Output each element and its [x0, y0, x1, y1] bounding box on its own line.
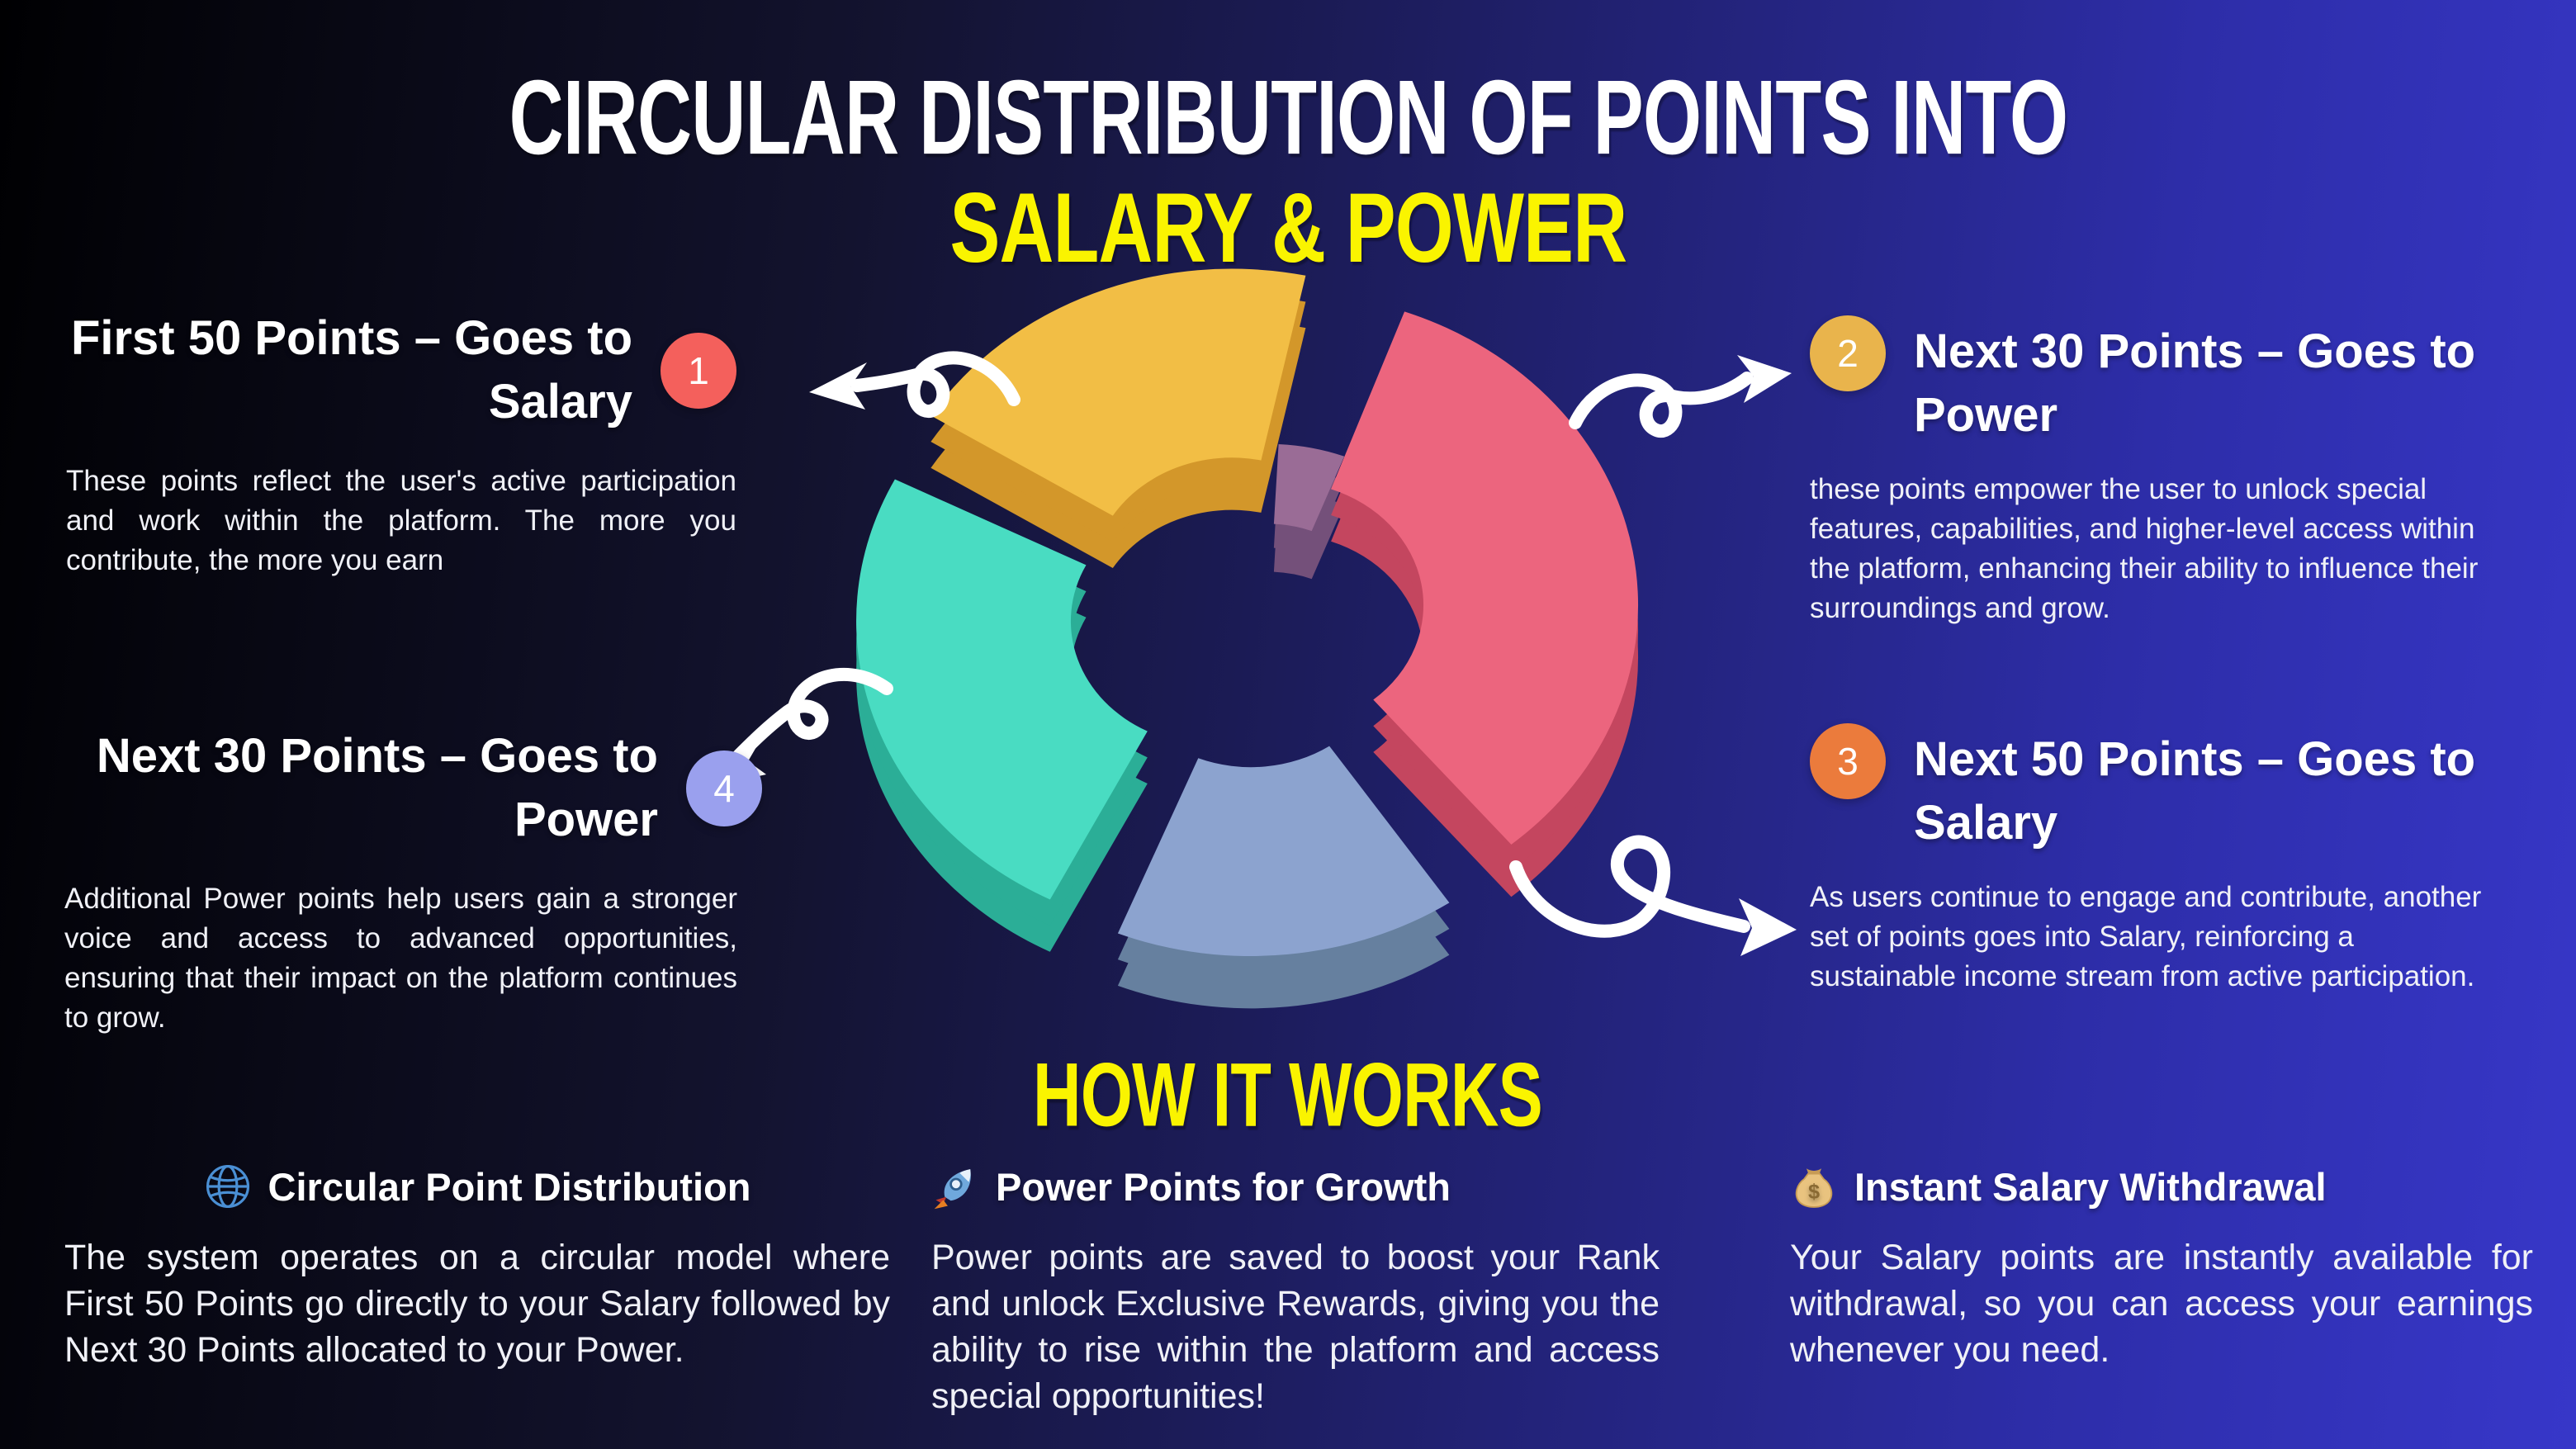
callout-1-body: These points reflect the user's active p…	[66, 465, 736, 576]
rocket-icon	[934, 1169, 971, 1210]
globe-icon	[206, 1164, 249, 1209]
callout-4-body: Additional Power points help users gain …	[64, 883, 737, 1034]
callout-first-50-salary: First 50 Points – Goes to Salary 1 These…	[66, 307, 736, 580]
callout-next-50-salary: 3 Next 50 Points – Goes to Salary As use…	[1810, 723, 2528, 997]
money-bag-icon: $	[1795, 1168, 1833, 1208]
curly-arrow-top-right-icon	[1551, 324, 1798, 472]
hiw-column-3-heading: Instant Salary Withdrawal	[1854, 1164, 2327, 1209]
title-line-1: CIRCULAR DISTRIBUTION OF POINTS INTO	[509, 58, 2067, 177]
callout-3-body: As users continue to engage and contribu…	[1810, 881, 2482, 992]
callout-4-heading: Next 30 Points – Goes to Power	[96, 729, 658, 846]
callout-4-badge: 4	[686, 750, 762, 826]
page-title: CIRCULAR DISTRIBUTION OF POINTS INTO SAL…	[0, 58, 2576, 283]
donut-chart	[834, 256, 1660, 1016]
callout-additional-30-power: Next 30 Points – Goes to Power 4 Additio…	[64, 725, 762, 1038]
callout-2-heading: Next 30 Points – Goes to Power	[1914, 324, 2476, 442]
donut-chart-svg	[856, 268, 1639, 1009]
callout-2-badge: 2	[1810, 315, 1886, 391]
donut-segment-purple	[1273, 443, 1345, 580]
curly-arrow-bottom-right-icon	[1496, 803, 1818, 997]
hiw-column-2-body: Power points are saved to boost your Ran…	[931, 1238, 1660, 1416]
hiw-column-growth: Power Points for Growth Power points are…	[931, 1163, 1660, 1420]
hiw-column-withdrawal: $ Instant Salary Withdrawal Your Salary …	[1790, 1163, 2533, 1374]
donut-segment-blue	[1117, 746, 1450, 1009]
callout-2-body: these points empower the user to unlock …	[1810, 473, 2479, 624]
hiw-column-1-body: The system operates on a circular model …	[64, 1238, 890, 1370]
title-line-2: SALARY & POWER	[949, 173, 1627, 283]
curly-arrow-top-left-icon	[793, 322, 1032, 475]
callout-3-heading: Next 50 Points – Goes to Salary	[1914, 732, 2476, 850]
hiw-column-1-heading: Circular Point Distribution	[268, 1164, 751, 1209]
callout-3-badge: 3	[1810, 723, 1886, 799]
donut-segment-yellow	[930, 268, 1306, 568]
callout-1-heading: First 50 Points – Goes to Salary	[70, 311, 632, 429]
donut-segment-teal	[856, 479, 1148, 952]
callout-next-30-power: 2 Next 30 Points – Goes to Power these p…	[1810, 315, 2528, 628]
donut-segment-pink	[1331, 311, 1639, 897]
how-it-works-title: HOW IT WORKS	[1033, 1045, 1543, 1146]
hiw-column-distribution: Circular Point Distribution The system o…	[64, 1163, 890, 1374]
hiw-column-2-heading: Power Points for Growth	[996, 1164, 1451, 1209]
hiw-column-3-body: Your Salary points are instantly availab…	[1790, 1238, 2533, 1370]
svg-text:$: $	[1808, 1181, 1820, 1204]
callout-1-badge: 1	[661, 332, 736, 409]
